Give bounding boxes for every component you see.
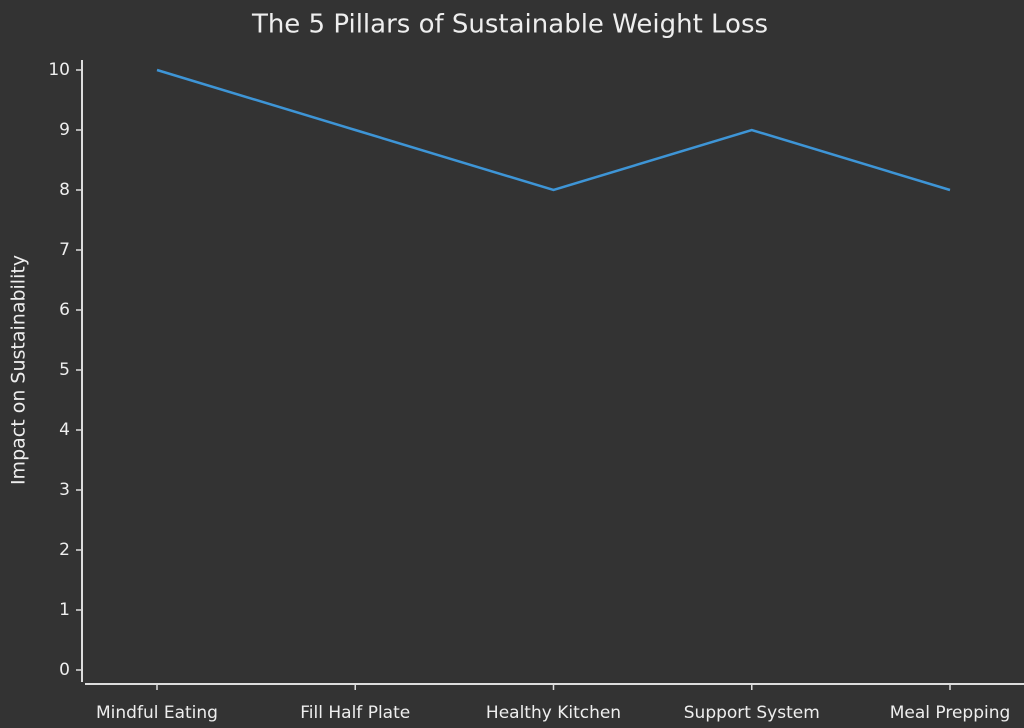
data-line — [156, 68, 951, 192]
y-axis-title: Impact on Sustainability — [8, 255, 30, 485]
y-tick-label: 0 — [59, 660, 70, 680]
y-tick-label: 5 — [59, 360, 70, 380]
y-tick-label: 10 — [48, 60, 70, 80]
y-tick-label: 9 — [59, 120, 70, 140]
y-tick-label: 6 — [59, 300, 70, 320]
y-tick-label: 3 — [59, 480, 70, 500]
y-tick-label: 4 — [59, 420, 70, 440]
x-tick-label: Meal Prepping — [890, 703, 1011, 723]
y-tick-label: 7 — [59, 240, 70, 260]
x-tick-label: Fill Half Plate — [300, 703, 410, 723]
x-tick-label: Healthy Kitchen — [486, 703, 621, 723]
chart-title: The 5 Pillars of Sustainable Weight Loss — [251, 10, 768, 40]
y-tick-label: 8 — [59, 180, 70, 200]
x-tick-label: Mindful Eating — [96, 703, 218, 723]
y-tick-label: 2 — [59, 540, 70, 560]
x-tick-label: Support System — [684, 703, 820, 723]
y-tick-label: 1 — [59, 600, 70, 620]
